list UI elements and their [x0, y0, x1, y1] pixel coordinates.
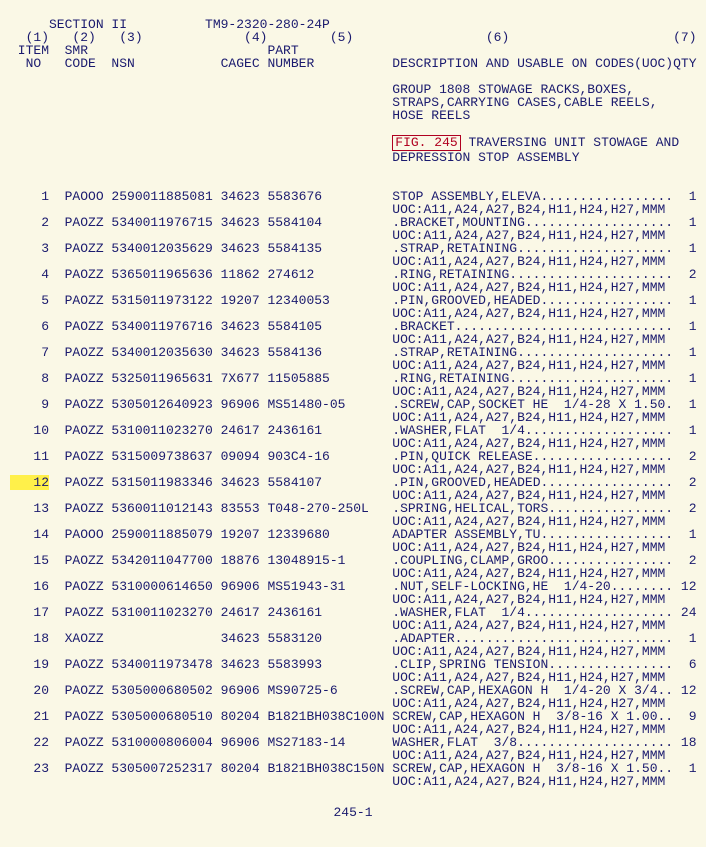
text-line — [10, 164, 696, 177]
text-line: DEPRESSION STOP ASSEMBLY — [10, 151, 696, 164]
text-line: HOSE REELS — [10, 109, 696, 122]
page-root: SECTION II TM9-2320-280-24P (1) (2) (3) … — [0, 0, 706, 847]
text-line: FIG. 245 TRAVERSING UNIT STOWAGE AND — [10, 135, 696, 151]
document-body: SECTION II TM9-2320-280-24P (1) (2) (3) … — [10, 18, 696, 788]
text-line: NO CODE NSN CAGEC NUMBER DESCRIPTION AND… — [10, 57, 696, 70]
figure-ref: FIG. 245 — [392, 135, 460, 151]
text-line: UOC:A11,A24,A27,B24,H11,H24,H27,MMM — [10, 775, 696, 788]
text-line — [10, 122, 696, 135]
page-footer: 245-1 — [10, 806, 696, 819]
